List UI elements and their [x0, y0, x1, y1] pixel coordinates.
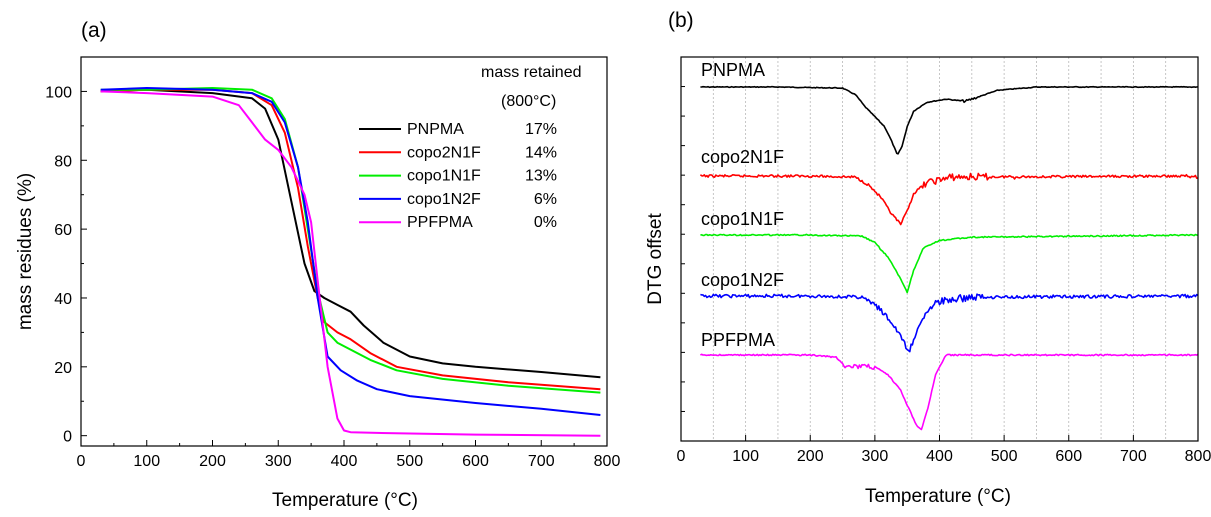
y-tick-label: 40: [54, 291, 72, 308]
panel-b-label: (b): [668, 9, 694, 32]
legend-title-line1: mass retained: [481, 64, 582, 81]
legend-value-copo1n1f: 13%: [525, 168, 557, 185]
dtg-label-pnpma: PNPMA: [701, 60, 765, 80]
panel-b: (b) DTG offset Temperature (°C) 0 100 200 3…: [645, 9, 1211, 507]
x-tick-label: 800: [594, 453, 621, 470]
y-tick-label: 100: [45, 84, 72, 101]
panel-b-series-labels: PNPMA copo2N1F copo1N1F copo1N2F PPFPMA: [701, 60, 784, 350]
x-tick-label: 300: [265, 453, 292, 470]
legend-label-copo2n1f: copo2N1F: [407, 144, 481, 161]
panel-a-label: (a): [81, 19, 107, 42]
legend-label-ppfpma: PPFPMA: [407, 214, 473, 231]
legend-label-pnpma: PNPMA: [407, 121, 464, 138]
y-tick-label: 60: [54, 222, 72, 239]
x-tick-label: 300: [862, 448, 889, 465]
dtg-label-copo1n1f: copo1N1F: [701, 209, 784, 229]
panel-b-axis-ticks: 0 100 200 300 400 500 600 700 800: [677, 86, 1211, 465]
x-tick-label: 700: [528, 453, 555, 470]
x-tick-label: 800: [1185, 448, 1211, 465]
legend-label-copo1n1f: copo1N1F: [407, 168, 481, 185]
x-tick-label: 400: [926, 448, 953, 465]
x-tick-label: 500: [396, 453, 423, 470]
x-tick-label: 0: [77, 453, 86, 470]
dtg-label-copo1n2f: copo1N2F: [701, 270, 784, 290]
series-line-copo1n2f: [100, 87, 601, 416]
y-tick-label: 80: [54, 153, 72, 170]
panel-a-x-axis-title: Temperature (°C): [272, 490, 418, 511]
y-tick-label: 0: [63, 429, 72, 446]
dtg-line-copo2n1f: [699, 172, 1199, 226]
panel-b-x-axis-title: Temperature (°C): [865, 486, 1011, 507]
legend-value-pnpma: 17%: [525, 121, 557, 138]
x-tick-label: 400: [331, 453, 358, 470]
dtg-label-copo2n1f: copo2N1F: [701, 147, 784, 167]
legend-title-line2: (800°C): [501, 93, 556, 110]
legend-value-copo2n1f: 14%: [525, 144, 557, 161]
x-tick-label: 600: [1055, 448, 1082, 465]
x-tick-label: 200: [797, 448, 824, 465]
panel-a-plot-frame: [80, 56, 608, 447]
series-line-pnpma: [100, 88, 601, 379]
series-line-ppfpma: [100, 90, 601, 437]
panel-b-gridlines: [712, 57, 1167, 441]
x-tick-label: 500: [991, 448, 1018, 465]
legend-label-copo1n2f: copo1N2F: [407, 191, 481, 208]
panel-b-y-axis-title: DTG offset: [645, 213, 666, 305]
x-tick-label: 200: [199, 453, 226, 470]
panel-b-plot-frame: [680, 56, 1199, 442]
x-tick-label: 0: [677, 448, 686, 465]
dtg-label-ppfpma: PPFPMA: [701, 330, 775, 350]
x-tick-label: 100: [133, 453, 160, 470]
x-tick-label: 100: [732, 448, 759, 465]
panel-a: (a) mass residues (%) Temperature (°C) 0…: [15, 19, 620, 511]
x-tick-label: 600: [462, 453, 489, 470]
y-tick-label: 20: [54, 360, 72, 377]
panel-a-legend: mass retained (800°C) PNPMA 17% copo2N1F 14…: [359, 64, 582, 231]
legend-value-copo1n2f: 6%: [534, 191, 557, 208]
dtg-line-ppfpma: [699, 353, 1199, 431]
panel-a-y-axis-title: mass residues (%): [15, 173, 36, 330]
panel-b-series-lines: [699, 85, 1199, 431]
legend-value-ppfpma: 0%: [534, 214, 557, 231]
dtg-line-copo1n1f: [700, 233, 1199, 294]
panel-a-series-lines: [100, 87, 601, 437]
dtg-line-pnpma: [700, 85, 1199, 155]
x-tick-label: 700: [1120, 448, 1147, 465]
panel-a-axis-ticks: 0 100 200 300 400 500 600 700 800 0 20 40 60 80 100: [45, 84, 620, 470]
dtg-line-copo1n2f: [700, 293, 1199, 353]
